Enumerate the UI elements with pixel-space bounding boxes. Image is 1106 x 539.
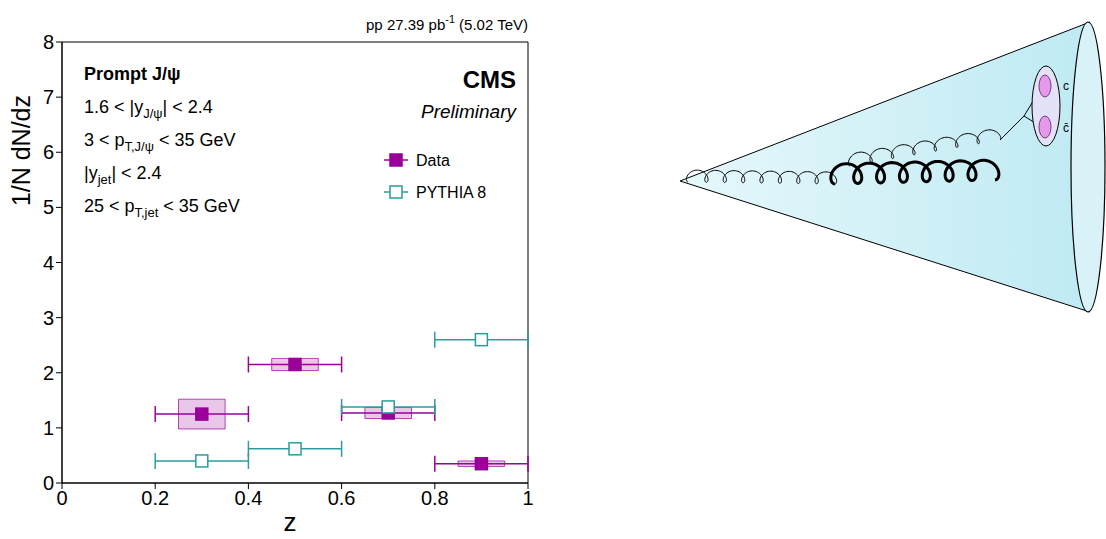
svg-text:7: 7 [43,86,54,108]
svg-text:|yjet| < 2.4: |yjet| < 2.4 [84,163,162,187]
svg-text:1: 1 [522,487,533,509]
svg-text:2: 2 [43,362,54,384]
svg-text:1.6 < |yJ/ψ| < 2.4: 1.6 < |yJ/ψ| < 2.4 [84,97,213,121]
svg-text:1: 1 [43,417,54,439]
svg-text:CMS: CMS [463,66,516,93]
svg-text:z: z [284,507,297,537]
svg-text:c̄: c̄ [1063,121,1069,135]
svg-text:8: 8 [43,31,54,53]
svg-text:pp 27.39 pb-1 (5.02 TeV): pp 27.39 pb-1 (5.02 TeV) [366,13,528,33]
svg-text:1/N dN/dz: 1/N dN/dz [7,95,35,206]
svg-text:Prompt J/ψ: Prompt J/ψ [84,64,181,84]
svg-text:0: 0 [43,472,54,494]
svg-text:PYTHIA 8: PYTHIA 8 [416,184,486,201]
svg-text:0.4: 0.4 [234,487,262,509]
svg-text:3: 3 [43,307,54,329]
svg-text:5: 5 [43,196,54,218]
svg-text:25 < pT,jet < 35 GeV: 25 < pT,jet < 35 GeV [84,196,240,220]
svg-text:Data: Data [416,152,450,169]
svg-text:0.2: 0.2 [141,487,169,509]
svg-text:c: c [1063,79,1069,93]
svg-text:Preliminary: Preliminary [421,101,518,122]
svg-text:0.6: 0.6 [328,487,356,509]
svg-text:0: 0 [56,487,67,509]
svg-text:4: 4 [43,252,54,274]
svg-text:6: 6 [43,141,54,163]
svg-text:0.8: 0.8 [421,487,449,509]
svg-text:3 < pT,J/ψ < 35 GeV: 3 < pT,J/ψ < 35 GeV [84,130,236,154]
